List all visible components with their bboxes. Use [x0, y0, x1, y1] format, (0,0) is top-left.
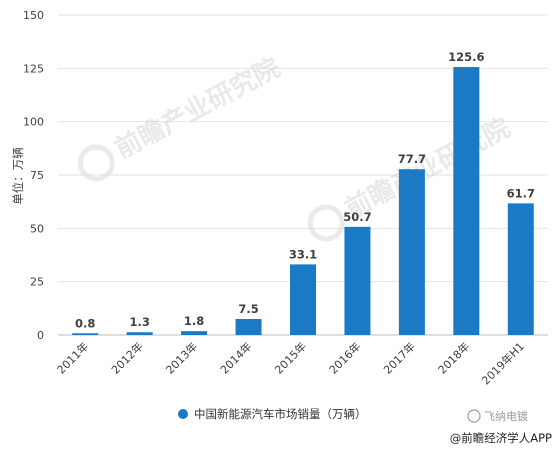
y-tick-label: 50 [30, 222, 44, 235]
watermark-logo: 前瞻产业研究院 [77, 52, 285, 182]
credit-top: 飞纳电镀 [467, 409, 528, 423]
data-label: 50.7 [343, 210, 371, 224]
x-tick-label: 2018年 [435, 339, 472, 376]
data-label: 0.8 [75, 316, 95, 330]
credit-bottom-text: @前瞻经济学人APP [450, 431, 552, 445]
bar [290, 264, 316, 335]
data-labels: 0.8 1.3 1.8 7.5 33.1 50.7 77.7 125.6 61.7 [75, 50, 535, 330]
legend: 中国新能源汽车市场销量（万辆） [178, 407, 367, 421]
data-label: 1.8 [184, 314, 204, 328]
bars [72, 67, 534, 335]
bar [453, 67, 480, 335]
data-label: 7.5 [238, 302, 258, 316]
data-label: 77.7 [398, 152, 426, 166]
bar [181, 331, 208, 335]
y-tick-label: 125 [23, 62, 44, 75]
y-tick-label: 75 [30, 169, 44, 182]
y-tick-label: 150 [23, 9, 44, 22]
bar [126, 332, 153, 335]
wechat-icon [467, 409, 481, 423]
legend-label: 中国新能源汽车市场销量（万辆） [194, 407, 367, 421]
y-tick-label: 0 [37, 329, 44, 342]
bar [507, 203, 534, 335]
watermark-text: 前瞻产业研究院 [340, 112, 515, 225]
x-tick-label: 2014年 [217, 339, 254, 376]
x-tick-label: 2015年 [272, 339, 309, 376]
data-label: 33.1 [289, 247, 317, 261]
x-tick-label: 2012年 [108, 339, 145, 376]
x-tick-label: 2013年 [163, 339, 200, 376]
y-tick-label: 25 [30, 276, 44, 289]
y-tick-label: 100 [23, 116, 44, 129]
x-axis-ticks: 2011年 2012年 2013年 2014年 2015年 2016年 2017年 2018年… [54, 339, 527, 387]
gridlines [58, 14, 548, 336]
data-label: 125.6 [448, 50, 484, 64]
data-label: 1.3 [129, 315, 149, 329]
y-axis-label: 单位：万辆 [11, 147, 25, 205]
x-tick-label: 2017年 [381, 339, 418, 376]
y-axis-ticks: 0 25 50 75 100 125 150 [23, 9, 44, 342]
x-tick-label: 2016年 [326, 339, 363, 376]
bar [72, 333, 99, 335]
bar [235, 319, 262, 335]
x-tick-label: 2011年 [54, 339, 91, 376]
x-tick-label: 2019年H1 [479, 339, 527, 387]
bar [398, 169, 425, 335]
watermark-icon [307, 204, 345, 242]
legend-marker [178, 409, 188, 419]
watermark-icon [77, 144, 115, 182]
data-label: 61.7 [507, 186, 535, 200]
watermark-text: 前瞻产业研究院 [110, 52, 285, 165]
bar [344, 226, 371, 335]
credit-top-text: 飞纳电镀 [484, 409, 528, 423]
